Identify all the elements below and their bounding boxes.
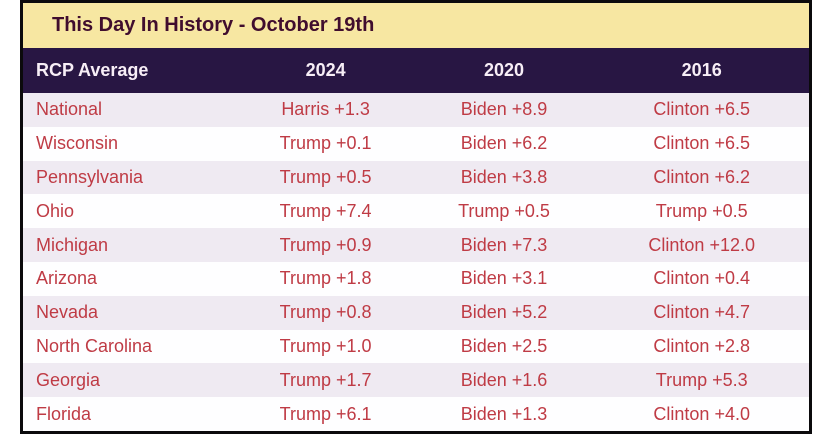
poll-value: Biden +3.8 (460, 166, 548, 187)
state-label: Wisconsin (36, 133, 119, 154)
state-label: Pennsylvania (36, 166, 144, 187)
poll-value: Clinton +4.7 (653, 302, 750, 323)
poll-value: Clinton +12.0 (648, 234, 755, 255)
title-bar: This Day In History - October 19th (23, 3, 809, 48)
col-header-rcp-average: RCP Average (23, 48, 238, 93)
state-label: Arizona (36, 268, 98, 289)
poll-value: Clinton +6.5 (653, 99, 750, 120)
poll-value: Trump +1.8 (279, 268, 372, 289)
state-label: Nevada (36, 302, 99, 323)
poll-value: Trump +0.5 (279, 166, 372, 187)
poll-value: Biden +1.6 (460, 369, 548, 390)
header-row: RCP Average 2024 2020 2016 (23, 48, 809, 93)
poll-value: Trump +7.4 (279, 200, 372, 221)
poll-value: Clinton +2.8 (653, 335, 750, 356)
poll-value: Trump +5.3 (655, 369, 748, 390)
state-label: Georgia (36, 369, 101, 390)
poll-value: Biden +6.2 (460, 133, 548, 154)
poll-value: Biden +3.1 (460, 268, 548, 289)
poll-value: Trump +1.0 (279, 335, 372, 356)
poll-value: Clinton +0.4 (653, 268, 750, 289)
poll-value: Biden +8.9 (460, 99, 548, 120)
table-body: National Harris +1.3 Biden +8.9 Clinton +6.… (23, 93, 809, 431)
col-header-2024: 2024 (237, 48, 414, 93)
poll-value: Clinton +6.5 (653, 133, 750, 154)
poll-value: Biden +1.3 (460, 403, 548, 424)
table-row: Michigan Trump +0.9 Biden +7.3 Clinton +12.… (23, 228, 809, 262)
rcp-average-table: RCP Average 2024 2020 2016 National Harri… (23, 48, 809, 431)
poll-value: Trump +0.5 (458, 200, 550, 221)
state-label: Florida (36, 403, 92, 424)
table-row: National Harris +1.3 Biden +8.9 Clinton +6.… (23, 93, 809, 127)
state-label: North Carolina (36, 335, 153, 356)
poll-value: Clinton +6.2 (653, 166, 750, 187)
table-card: This Day In History - October 19th RCP A… (20, 0, 812, 434)
table-row: Nevada Trump +0.8 Biden +5.2 Clinton +4.7 (23, 295, 809, 330)
poll-value: Trump +0.9 (279, 234, 372, 255)
poll-value: Biden +7.3 (460, 234, 548, 255)
table-row: Arizona Trump +1.8 Biden +3.1 Clinton +0.4 (23, 261, 809, 296)
state-label: Michigan (36, 234, 109, 255)
poll-value: Clinton +4.0 (653, 403, 750, 424)
poll-value: Biden +5.2 (460, 302, 548, 323)
table-row: Florida Trump +6.1 Biden +1.3 Clinton +4.0 (23, 397, 809, 431)
poll-value: Trump +0.1 (279, 133, 372, 154)
poll-value: Trump +0.5 (655, 200, 748, 221)
table-row: North Carolina Trump +1.0 Biden +2.5 Clinto… (23, 329, 809, 364)
table-row: Pennsylvania Trump +0.5 Biden +3.8 Clinton … (23, 160, 809, 195)
poll-value: Trump +1.7 (279, 369, 372, 390)
poll-value: Biden +2.5 (460, 335, 548, 356)
table-row: Ohio Trump +7.4 Trump +0.5 Trump +0.5 (23, 194, 809, 229)
poll-value: Trump +6.1 (279, 403, 372, 424)
poll-value: Trump +0.8 (279, 302, 372, 323)
state-label: Ohio (36, 200, 75, 221)
poll-value: Harris +1.3 (281, 99, 370, 120)
state-label: National (36, 99, 103, 120)
table-row: Wisconsin Trump +0.1 Biden +6.2 Clinton +6.… (23, 126, 809, 161)
page-title: This Day In History - October 19th (52, 14, 375, 36)
col-header-2020: 2020 (413, 48, 595, 93)
col-header-2016: 2016 (594, 48, 809, 93)
table-row: Georgia Trump +1.7 Biden +1.6 Trump +5.3 (23, 363, 809, 398)
